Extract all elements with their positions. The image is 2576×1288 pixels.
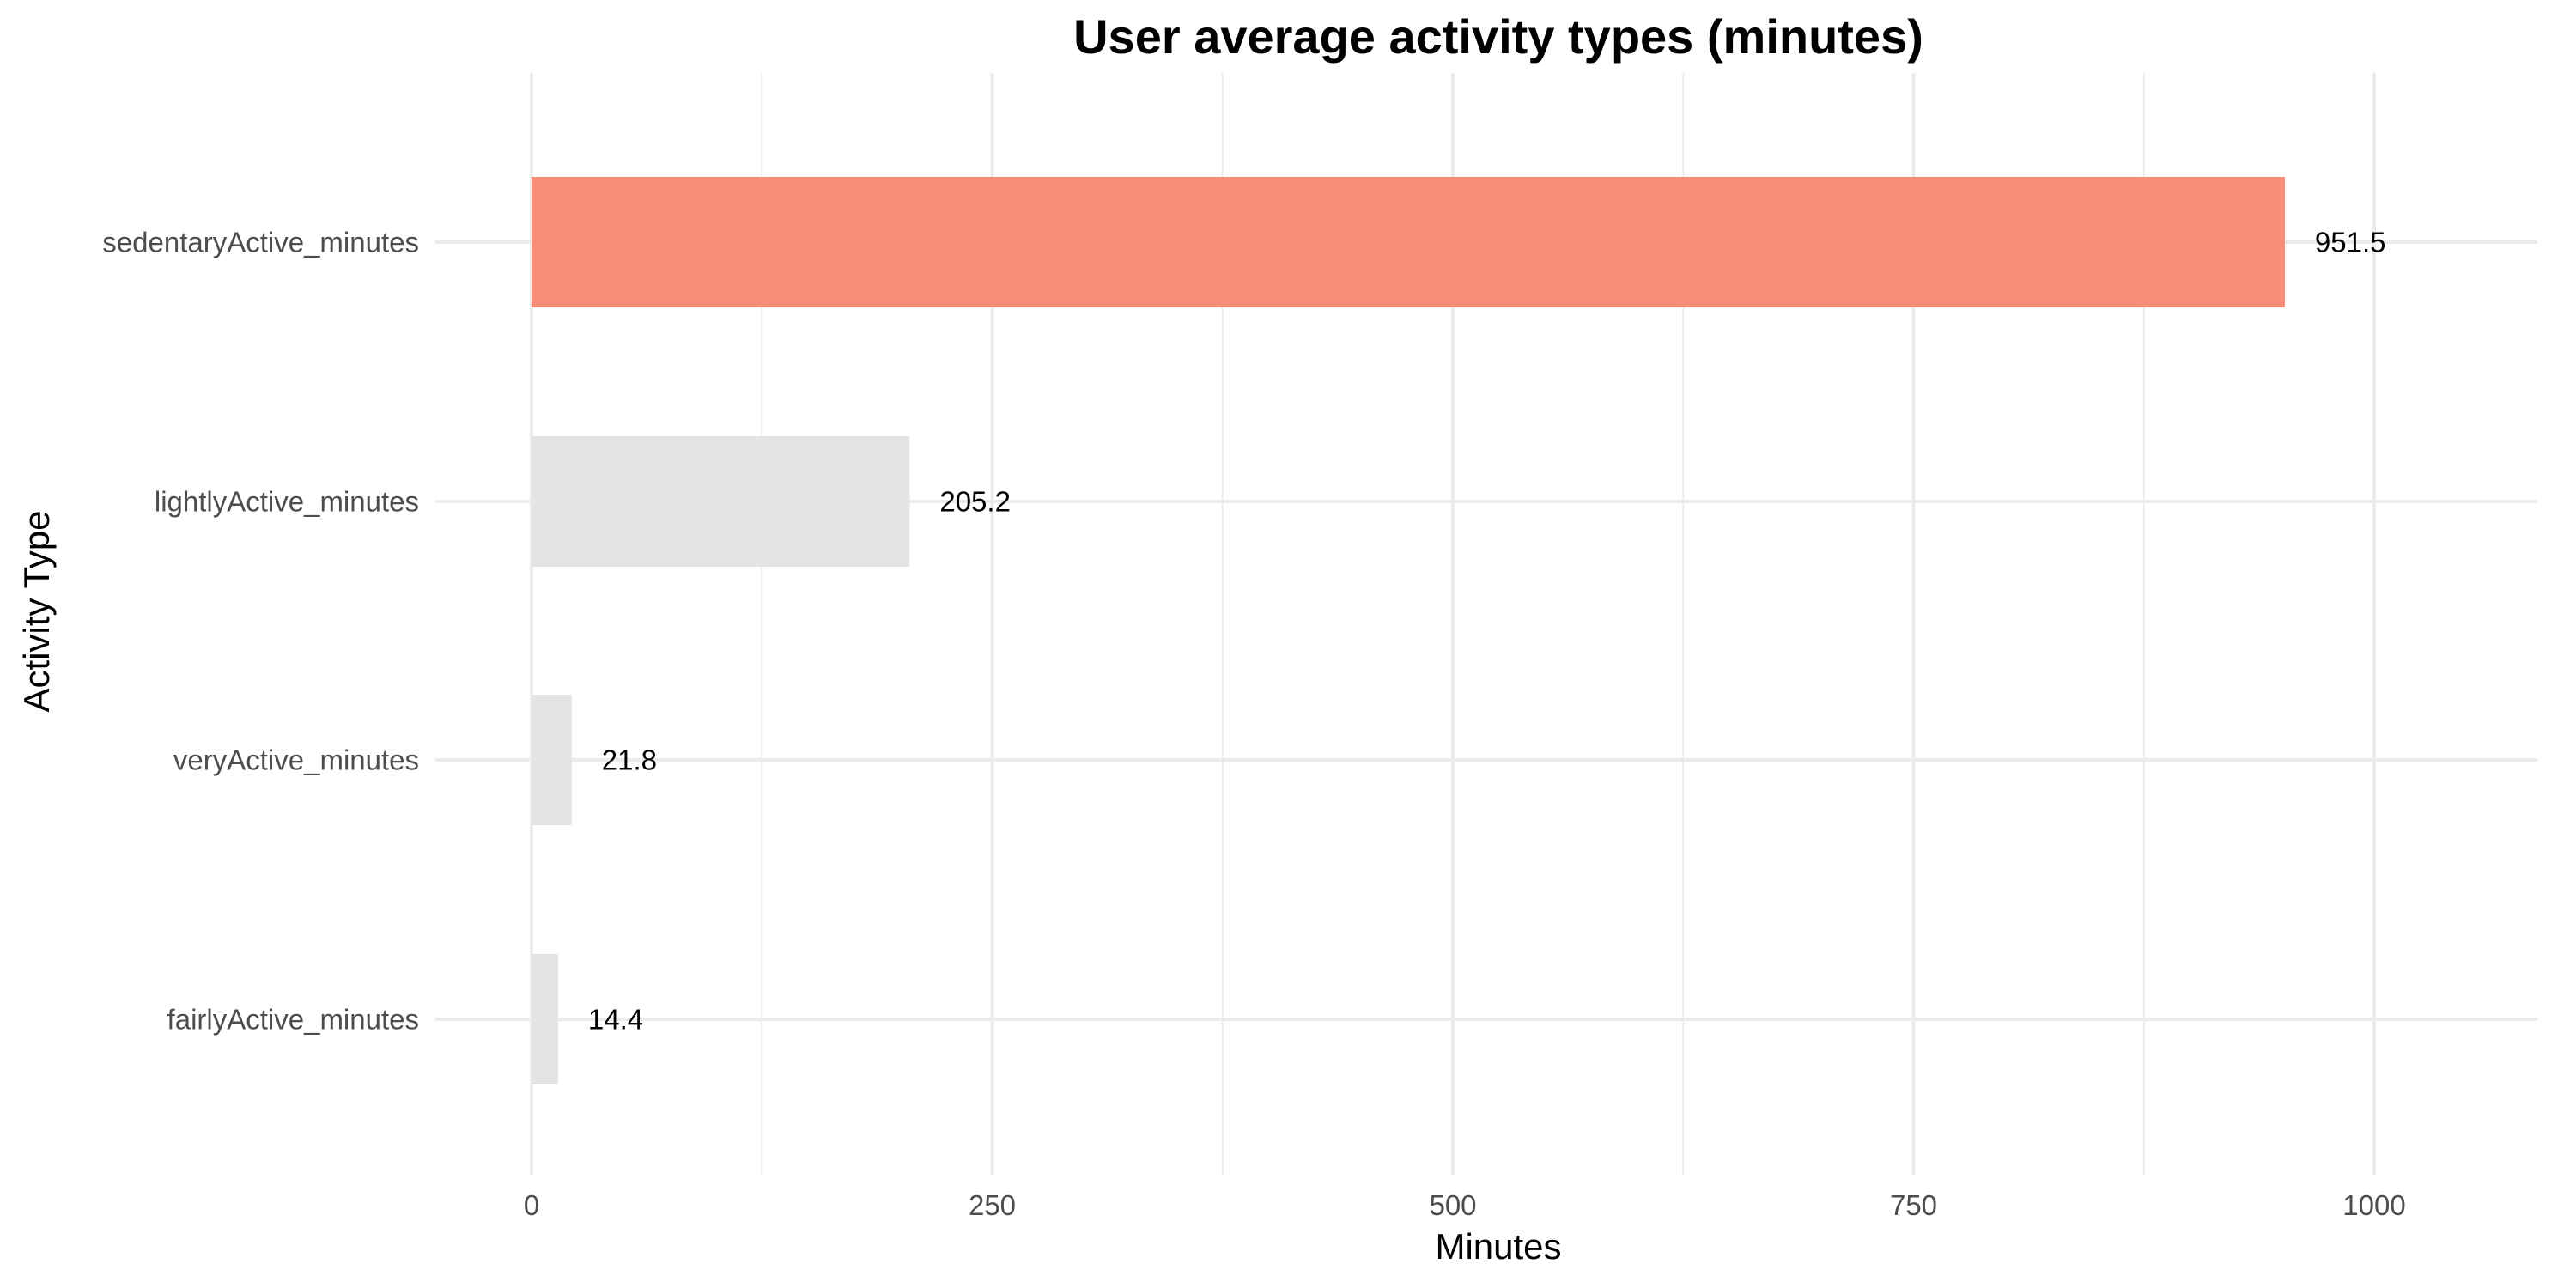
x-tick-label: 750	[1890, 1189, 1937, 1221]
x-tick-label: 1000	[2342, 1189, 2405, 1221]
data-label-veryActive_minutes: 21.8	[602, 744, 657, 776]
y-tick-label: veryActive_minutes	[173, 744, 419, 776]
data-labels: 951.5 205.2 21.8 14.4	[588, 227, 2386, 1036]
x-axis-title: Minutes	[1435, 1226, 1561, 1267]
y-tick-label: sedentaryActive_minutes	[102, 227, 419, 258]
x-axis-tick-labels: 0 250 500 750 1000	[524, 1189, 2406, 1221]
bar-fairlyActive_minutes	[532, 954, 558, 1084]
bars	[532, 177, 2285, 1084]
y-axis-tick-labels: sedentaryActive_minutes lightlyActive_min…	[102, 227, 419, 1036]
bar-sedentaryActive_minutes	[532, 177, 2285, 307]
bar-lightlyActive_minutes	[532, 436, 910, 567]
bar-veryActive_minutes	[532, 695, 572, 825]
y-axis-title: Activity Type	[16, 511, 57, 713]
data-label-lightlyActive_minutes: 205.2	[939, 486, 1011, 518]
x-tick-label: 250	[969, 1189, 1016, 1221]
chart-title: User average activity types (minutes)	[1073, 9, 1923, 64]
x-tick-label: 0	[524, 1189, 539, 1221]
x-tick-label: 500	[1429, 1189, 1476, 1221]
y-tick-label: lightlyActive_minutes	[155, 486, 419, 518]
data-label-sedentaryActive_minutes: 951.5	[2315, 227, 2386, 258]
data-label-fairlyActive_minutes: 14.4	[588, 1004, 643, 1036]
y-tick-label: fairlyActive_minutes	[167, 1004, 419, 1036]
